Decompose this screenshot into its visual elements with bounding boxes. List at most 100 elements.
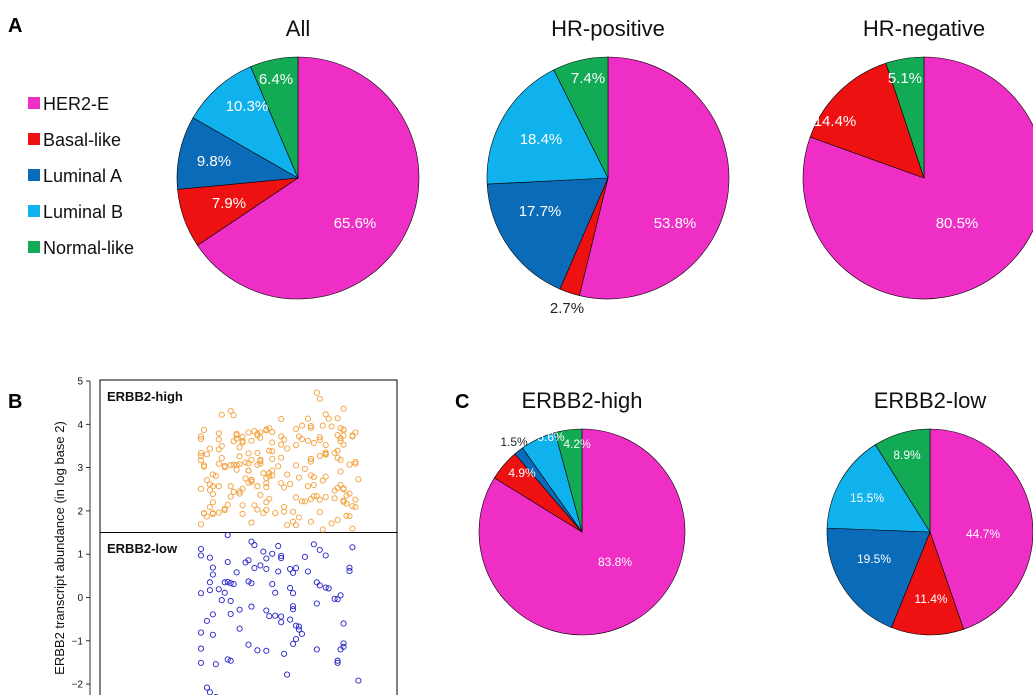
pie-chart-erbb2-high: ERBB2-high 83.8% 4.9% 1.5% 5.6%4.2% xyxy=(478,388,686,636)
point-erbb2-high xyxy=(307,455,314,462)
point-erbb2-high xyxy=(328,520,335,527)
point-erbb2-high xyxy=(310,481,317,488)
point-erbb2-high xyxy=(340,441,347,448)
point-erbb2-low xyxy=(209,564,216,571)
all-slice-luminal-b xyxy=(192,66,299,179)
point-erbb2-high xyxy=(334,432,341,439)
point-erbb2-low xyxy=(206,587,213,594)
hr-positive-label-normal-like: 7.4% xyxy=(571,70,605,87)
pie-chart-hr-negative: HR-negative 80.5% 14.4% 5.1% xyxy=(802,16,1033,300)
point-erbb2-high xyxy=(352,460,359,467)
point-erbb2-low xyxy=(289,603,297,610)
point-erbb2-high xyxy=(200,510,207,517)
point-erbb2-low xyxy=(263,647,270,654)
point-erbb2-low xyxy=(322,552,329,559)
point-erbb2-high xyxy=(281,436,288,443)
point-erbb2-high xyxy=(307,424,314,431)
point-erbb2-high xyxy=(242,475,249,482)
point-erbb2-high xyxy=(322,473,329,480)
point-erbb2-high xyxy=(316,509,323,516)
point-erbb2-high xyxy=(254,483,261,490)
y-tick-label: 5 xyxy=(77,377,83,388)
point-erbb2-high xyxy=(227,493,234,500)
erbb2-high-label-normal-like: 4.2% xyxy=(563,437,591,451)
hr-positive-label-luminal-a: 17.7% xyxy=(519,203,562,220)
point-erbb2-low xyxy=(266,613,273,620)
erbb2-low-label-luminal-a: 19.5% xyxy=(857,552,891,566)
point-erbb2-high xyxy=(221,506,228,514)
point-erbb2-high xyxy=(340,426,347,433)
point-erbb2-low xyxy=(221,579,228,586)
y-axis-label: ERBB2 transcript abundance (in log base … xyxy=(52,421,67,675)
pie-chart-hr-positive: HR-positive 53.8% 2.7% 17.7% 18.4% 7.4% xyxy=(486,16,730,317)
point-erbb2-low xyxy=(221,589,228,596)
all-slice-luminal-a xyxy=(176,117,299,190)
point-erbb2-low xyxy=(346,568,353,575)
point-erbb2-high xyxy=(236,488,243,495)
point-erbb2-high xyxy=(343,512,350,519)
point-erbb2-low xyxy=(310,541,317,548)
point-erbb2-low xyxy=(325,585,332,592)
point-erbb2-high xyxy=(233,435,240,442)
erbb2-low-pie-title: ERBB2-low xyxy=(874,388,987,413)
point-erbb2-high xyxy=(245,450,252,457)
point-erbb2-low xyxy=(209,571,216,578)
point-erbb2-high xyxy=(292,442,300,449)
point-erbb2-high xyxy=(337,481,344,488)
point-erbb2-high xyxy=(215,430,222,437)
legend: HER2-E Basal-like Luminal A Luminal B No… xyxy=(28,94,134,258)
panel-label-a: A xyxy=(8,15,22,37)
point-erbb2-high xyxy=(215,446,222,453)
point-erbb2-low xyxy=(263,607,270,614)
point-erbb2-high xyxy=(221,464,228,471)
point-erbb2-low xyxy=(233,569,240,576)
point-erbb2-high xyxy=(334,415,341,422)
point-erbb2-low xyxy=(331,595,338,602)
point-erbb2-high xyxy=(281,508,288,515)
point-erbb2-low xyxy=(322,584,329,591)
point-erbb2-low xyxy=(346,564,353,571)
point-erbb2-high xyxy=(269,429,276,436)
point-erbb2-low xyxy=(313,646,320,653)
point-erbb2-high xyxy=(269,448,276,455)
point-erbb2-high xyxy=(197,521,205,528)
y-tick-label: 3 xyxy=(77,463,83,474)
point-erbb2-high xyxy=(298,498,306,505)
hr-negative-slice-her2-e xyxy=(802,56,1033,300)
point-erbb2-high xyxy=(322,442,329,449)
point-erbb2-high xyxy=(337,435,344,442)
point-erbb2-high xyxy=(316,434,323,441)
point-erbb2-high xyxy=(340,486,347,493)
point-erbb2-high xyxy=(203,451,210,458)
point-erbb2-high xyxy=(215,509,222,516)
point-erbb2-high xyxy=(310,439,317,446)
point-erbb2-low xyxy=(257,562,264,569)
point-erbb2-high xyxy=(322,451,329,458)
hr-positive-slice-luminal-a xyxy=(486,177,609,290)
point-erbb2-high xyxy=(295,474,303,481)
all-label-normal-like: 6.4% xyxy=(259,71,293,88)
point-erbb2-high xyxy=(233,461,240,469)
point-erbb2-high xyxy=(263,506,270,514)
point-erbb2-high xyxy=(316,452,323,459)
scatter-frame xyxy=(99,379,398,695)
point-erbb2-high xyxy=(254,449,261,456)
erbb2-low-label-her2-e: 44.7% xyxy=(966,527,1000,541)
point-erbb2-low xyxy=(355,677,362,684)
point-erbb2-high xyxy=(284,471,291,478)
legend-swatch-luminal-a xyxy=(28,169,40,181)
point-erbb2-high xyxy=(227,483,234,490)
point-erbb2-high xyxy=(197,457,205,464)
point-erbb2-high xyxy=(263,427,270,434)
point-erbb2-low xyxy=(224,578,231,585)
point-erbb2-low xyxy=(248,580,255,587)
point-erbb2-high xyxy=(254,430,261,437)
point-erbb2-low xyxy=(248,603,255,610)
point-erbb2-high xyxy=(218,442,225,450)
point-erbb2-high xyxy=(301,465,308,472)
point-erbb2-high xyxy=(236,444,243,451)
point-erbb2-high xyxy=(239,437,246,444)
point-erbb2-high xyxy=(209,471,216,478)
point-erbb2-low xyxy=(213,694,219,695)
